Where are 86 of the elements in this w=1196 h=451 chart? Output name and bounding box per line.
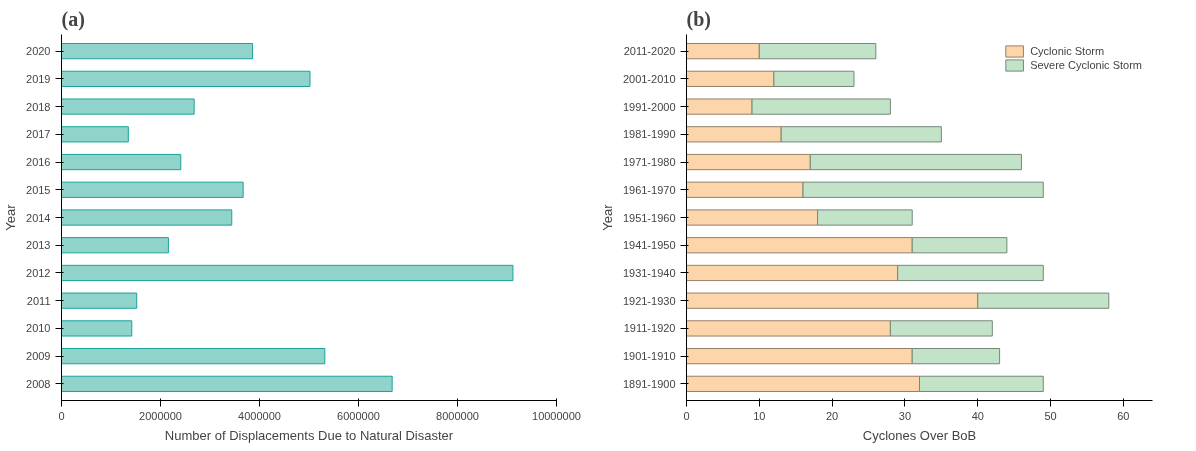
bar [61,209,233,226]
y-axis-title: Year [3,203,19,231]
y-tick-label: 1891-1900 [622,377,676,390]
y-tick-label: 2001-2010 [622,72,676,85]
y-tick-label: 2016 [26,156,51,169]
bar [686,320,891,337]
y-tick-label: 2019 [26,72,51,85]
x-tick-label: 10 [753,409,766,422]
y-tick-label: 2017 [26,128,51,141]
chart-title: (b) [686,7,711,31]
y-tick-label: 1971-1980 [622,156,676,169]
bar [61,292,138,309]
bar [61,98,195,115]
bar [61,181,244,198]
bar [61,264,514,282]
y-tick-label: 1901-1910 [622,350,676,363]
bar [686,181,804,198]
y-tick-label: 2014 [26,211,51,224]
x-tick-label: 20 [826,409,839,422]
y-tick-label: 2020 [26,45,51,58]
bar [919,375,1044,392]
y-tick-label: 2011 [26,294,51,307]
bar [61,348,326,365]
bar [817,209,913,226]
bar [61,375,393,392]
y-tick-label: 2012 [26,266,51,279]
y-tick-label: 1941-1950 [622,239,676,252]
bar [686,153,811,171]
y-tick-label: 1961-1970 [622,183,676,196]
x-tick-label: 0 [58,409,65,422]
chart-title: (a) [61,7,85,31]
x-tick-label: 60 [1117,409,1130,422]
y-tick-label: 2009 [26,350,51,363]
y-tick-label: 2011-2020 [623,45,676,58]
x-tick-label: 30 [898,409,912,422]
y-tick-label: 1931-1940 [622,266,676,279]
bar [809,153,1022,171]
bar [773,70,855,87]
bar [61,153,182,171]
x-tick-label: 8000000 [436,409,479,422]
y-tick-label: 1921-1930 [622,294,676,307]
bar [686,375,920,392]
bar [911,348,1001,365]
bar [897,264,1044,282]
bar [686,292,979,309]
y-tick-label: 1911-1920 [623,322,676,335]
bar [686,264,899,282]
bar [686,237,913,254]
y-axis-title: Year [599,203,615,231]
bar [780,126,942,143]
x-tick-label: 4000000 [238,409,281,422]
bar [889,320,993,337]
bar [61,320,133,337]
x-tick-label: 0 [683,409,690,422]
y-tick-label: 2013 [26,239,51,252]
bar [61,237,169,254]
x-tick-label: 2000000 [139,409,182,422]
bar [977,292,1110,309]
x-tick-label: 10000000 [532,409,581,422]
x-tick-label: 50 [1044,409,1057,422]
y-tick-label: 2010 [26,322,51,335]
bar [686,348,913,365]
x-axis-title: Number of Displacements Due to Natural Disaster [164,427,454,443]
legend-label: Severe Cyclonic Storm [1030,59,1142,71]
bar [686,126,782,143]
bar [686,209,819,226]
bar [802,181,1044,198]
y-tick-label: 1981-1990 [622,128,676,141]
bar [686,98,753,115]
bar [911,237,1008,254]
x-axis-title: Cyclones Over BoB [862,427,977,443]
bar [758,43,877,60]
bar [686,43,760,60]
bar [61,126,129,143]
y-tick-label: 2015 [26,183,51,196]
x-tick-label: 6000000 [337,409,380,422]
bar [686,70,775,87]
x-tick-label: 40 [971,409,984,422]
y-tick-label: 2008 [26,377,51,390]
legend-label: Cyclonic Storm [1030,45,1105,57]
bar [61,43,254,60]
bar [61,70,311,87]
bar [751,98,891,115]
y-tick-label: 1951-1960 [622,211,676,224]
y-tick-label: 2018 [26,100,51,113]
y-tick-label: 1991-2000 [622,100,676,113]
